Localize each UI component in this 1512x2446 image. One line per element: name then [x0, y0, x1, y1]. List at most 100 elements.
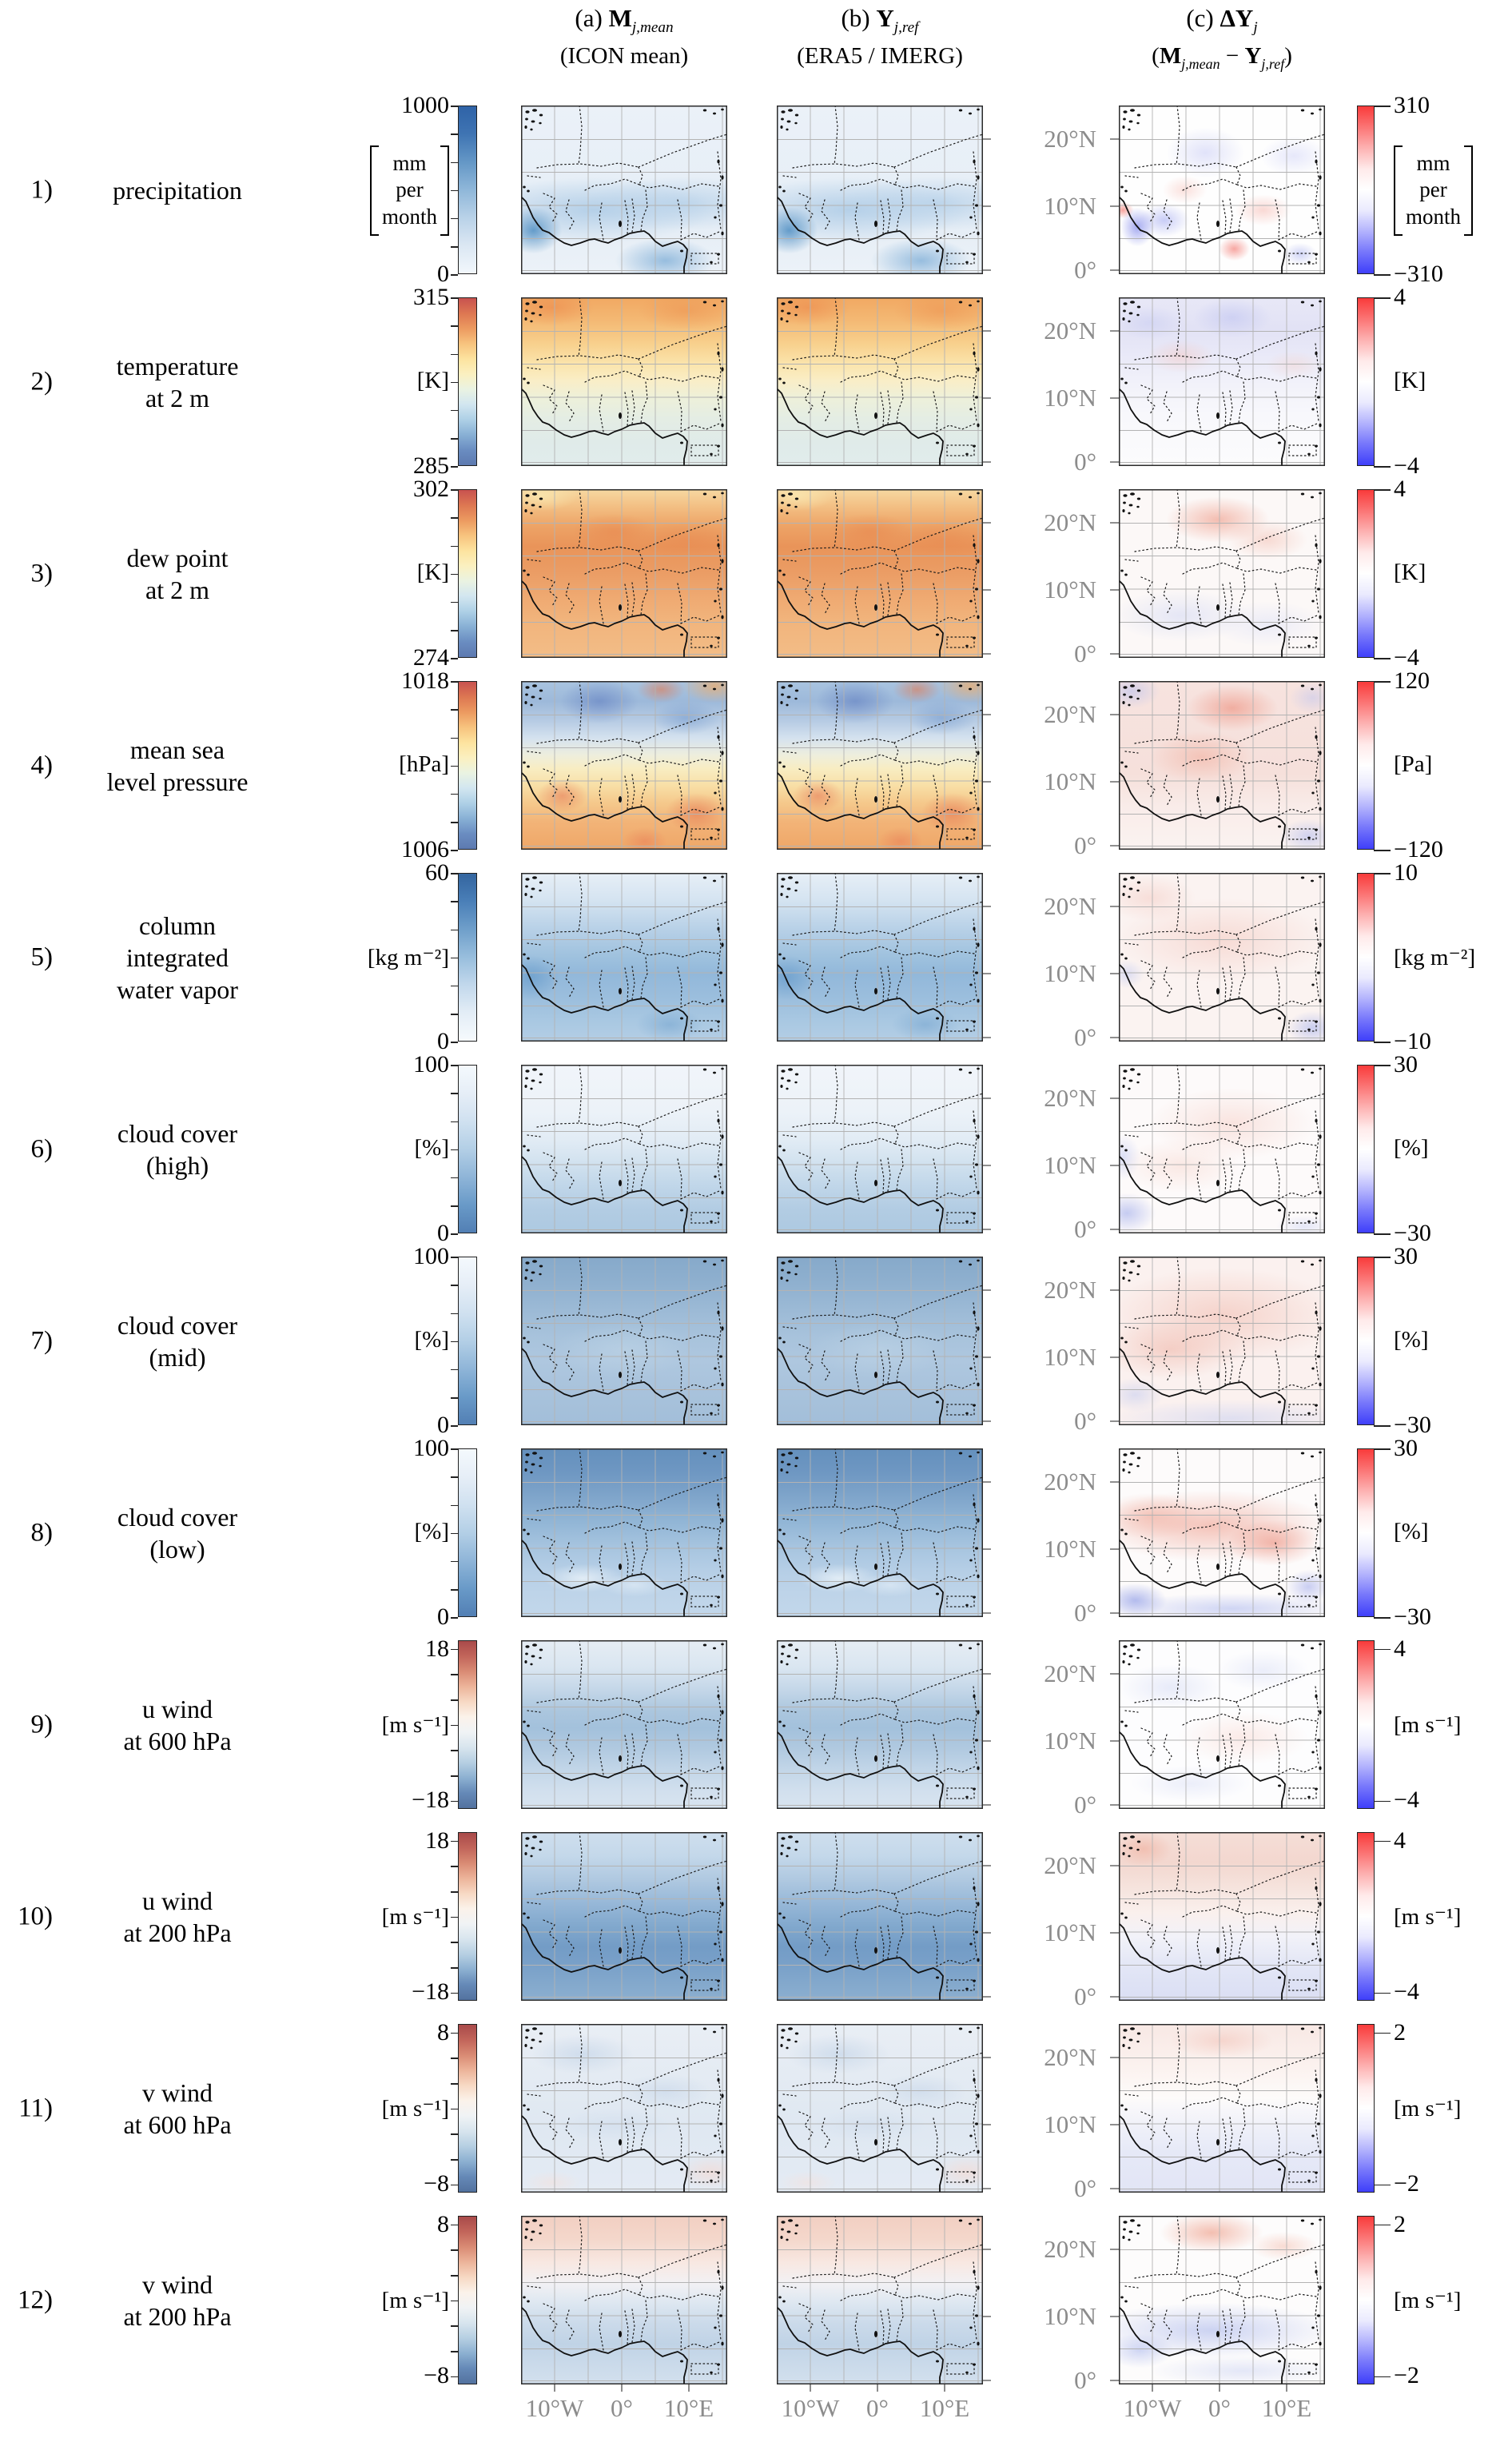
variable-row: 2) temperature at 2 m 315 [K] 285 20°N 10°…	[0, 285, 1512, 479]
row-number: 1)	[30, 175, 54, 204]
left-colorbar-max-label: 60	[425, 859, 449, 886]
left-colorbar-max-label: 315	[413, 284, 449, 310]
colorbar-tick	[451, 630, 458, 631]
left-colorbar-unit: [m s⁻¹]	[381, 1903, 449, 1930]
map-geography	[1119, 1640, 1325, 1809]
latitude-label: 20°N	[1044, 1468, 1096, 1496]
row-number: 3)	[30, 559, 54, 588]
variable-label-line: u wind	[142, 1886, 213, 1915]
variable-label: cloud cover (low)	[80, 1501, 275, 1565]
latitude-tick	[983, 2249, 991, 2250]
map-panel-icon-mean	[521, 1640, 727, 1809]
latitude-label: 10°N	[1044, 959, 1096, 987]
latitude-tick	[1110, 714, 1119, 715]
latitude-tick	[1110, 2124, 1119, 2125]
latitude-label: 0°	[1074, 1791, 1096, 1819]
right-colorbar-labels: 30 [%] −30	[1394, 1052, 1512, 1246]
right-colorbar-min-label: −2	[1394, 2362, 1419, 2389]
latitude-tick	[1110, 1356, 1119, 1358]
latitude-tick	[1110, 1165, 1119, 1166]
latitude-tick	[983, 2380, 991, 2381]
longitude-label: 0°	[866, 2394, 889, 2422]
latitude-tick	[983, 1356, 991, 1358]
latitude-label: 0°	[1074, 1023, 1096, 1051]
left-colorbar-labels: 100 [%] 0	[270, 1052, 449, 1246]
latitude-tick	[1110, 461, 1119, 463]
colorbar-tick	[451, 2108, 458, 2110]
map-panel-reference	[777, 1065, 983, 1233]
colorbar-tick	[451, 325, 458, 327]
map-panel-difference	[1119, 297, 1325, 466]
left-colorbar-labels: 302 [K] 274	[270, 476, 449, 671]
colorbar-tick	[1374, 681, 1391, 683]
left-colorbar-max-label: 100	[413, 1243, 449, 1269]
left-colorbar	[451, 873, 477, 1043]
column-header-c: (c) ΔYj (Mj,mean − Yj,ref)	[1078, 3, 1366, 78]
colorbar-tick	[451, 246, 458, 248]
latitude-tick	[983, 1420, 991, 1422]
map-panel-reference	[777, 1448, 983, 1617]
right-colorbar-max-label: 2	[1394, 2018, 1406, 2046]
map-geography	[1119, 681, 1325, 850]
latitude-tick	[1110, 1420, 1119, 1422]
left-colorbar-max-label: 1000	[401, 92, 449, 118]
left-colorbar-unit: [K]	[416, 559, 449, 585]
latitude-tick	[1110, 2316, 1119, 2317]
latitude-label: 0°	[1074, 639, 1096, 667]
colorbar-tick	[451, 1425, 458, 1427]
latitude-tick	[1110, 1673, 1119, 1675]
colorbar-tick	[1374, 1257, 1391, 1258]
colorbar-tick	[451, 2249, 458, 2251]
colorbar-tick	[451, 901, 458, 902]
right-colorbar-max-label: 4	[1394, 1827, 1406, 1854]
map-panel-difference	[1119, 106, 1325, 274]
map-panel-icon-mean	[521, 873, 727, 1042]
map-panel-reference	[777, 1832, 983, 2001]
map-panel-reference	[777, 2024, 983, 2193]
row-number: 6)	[30, 1134, 54, 1163]
latitude-tick	[983, 1996, 991, 1998]
right-colorbar-labels: 2 [m s⁻¹] −2	[1394, 2019, 1512, 2197]
latitude-axis-labels: 20°N 10°N 0°	[989, 106, 1096, 283]
variable-label-line: v wind	[142, 2078, 213, 2107]
colorbar-tick	[451, 681, 458, 683]
latitude-tick	[1110, 269, 1119, 271]
colorbar-tick	[451, 1014, 458, 1015]
left-colorbar-min-label: 274	[413, 644, 449, 671]
latitude-label: 0°	[1074, 2366, 1096, 2394]
map-geography	[521, 1257, 727, 1425]
map-geography	[1119, 297, 1325, 466]
latitude-tick	[983, 1804, 991, 1806]
latitude-label: 0°	[1074, 1407, 1096, 1435]
colorbar-tick	[451, 297, 458, 299]
colorbar-tick	[451, 1476, 458, 1478]
right-colorbar	[1357, 297, 1391, 468]
colorbar-tick	[451, 709, 458, 711]
latitude-label: 0°	[1074, 1215, 1096, 1243]
colorbar-tick	[451, 466, 458, 468]
latitude-label: 20°N	[1044, 125, 1096, 153]
latitude-label: 10°N	[1044, 1535, 1096, 1563]
latitude-tick	[983, 397, 991, 399]
latitude-label: 0°	[1074, 256, 1096, 284]
map-panel-difference	[1119, 1832, 1325, 2001]
variable-row: 12) v wind at 200 hPa 8 [m s⁻¹] −8 20°N 10…	[0, 2211, 1512, 2392]
colorbar-tick	[451, 1916, 458, 1918]
left-colorbar	[451, 106, 477, 276]
variable-row: 4) mean sea level pressure 1018 [hPa] 100…	[0, 668, 1512, 862]
colorbar-tick	[451, 438, 458, 440]
map-geography	[1119, 1257, 1325, 1425]
left-colorbar-unit: [%]	[414, 1134, 449, 1161]
colorbar-tick	[451, 1967, 458, 1969]
latitude-tick	[1110, 1740, 1119, 1742]
map-panel-icon-mean	[521, 2024, 727, 2193]
latitude-tick	[1110, 1865, 1119, 1866]
colorbar-tick	[451, 2275, 458, 2277]
colorbar-tick	[451, 1532, 458, 1535]
column-header-a-title: (a) Mj,mean	[575, 4, 674, 37]
left-colorbar-unit: [%]	[414, 1518, 449, 1544]
right-colorbar-max-label: 2	[1394, 2210, 1406, 2237]
right-colorbar-unit: [%]	[1394, 1518, 1429, 1544]
left-colorbar-labels: 100 [%] 0	[270, 1436, 449, 1630]
right-colorbar-min-label: −30	[1394, 1603, 1431, 1630]
